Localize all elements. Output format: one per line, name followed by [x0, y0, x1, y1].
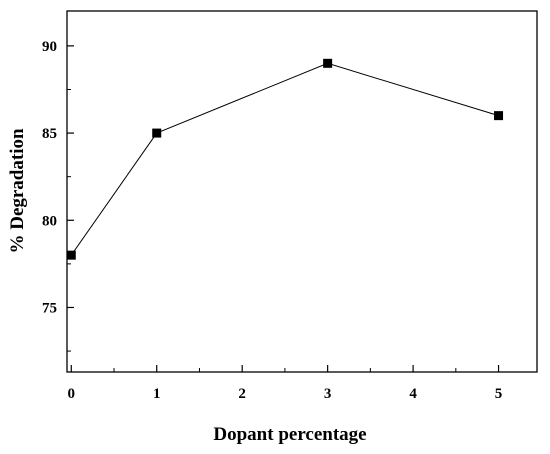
plot-frame: [66, 10, 538, 373]
series-line-layer: [70, 62, 499, 256]
x-tick-label: 4: [409, 386, 417, 402]
data-points-layer: [66, 58, 504, 260]
data-point: [323, 58, 333, 68]
y-tick-label: 75: [42, 300, 57, 316]
y-tick-label: 85: [42, 126, 57, 142]
y-tick-label: 90: [42, 39, 57, 55]
data-point: [494, 111, 504, 121]
x-tick-label: 5: [495, 386, 503, 402]
tick-layer: 0 1 2 3 4 5 75 80 85 90: [42, 39, 502, 402]
x-axis-title: Dopant percentage: [213, 424, 366, 445]
x-tick-label: 1: [153, 386, 161, 402]
series-line: [70, 62, 499, 256]
y-axis-title: % Degradation: [7, 128, 28, 254]
y-tick-label: 80: [42, 213, 57, 229]
data-point: [152, 128, 162, 138]
x-tick-label: 2: [238, 386, 246, 402]
x-tick-label: 3: [324, 386, 332, 402]
x-tick-label: 0: [68, 386, 76, 402]
data-point: [66, 250, 76, 260]
